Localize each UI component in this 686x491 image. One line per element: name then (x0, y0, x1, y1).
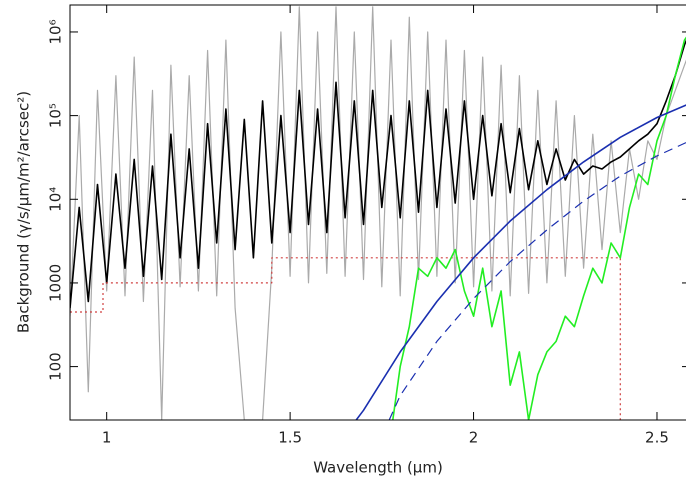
series-line (70, 6, 686, 420)
y-tick-label: 10⁵ (47, 103, 65, 128)
x-tick-label: 1.5 (278, 429, 302, 447)
y-axis-label: Background (γ/s/μm/m²/arcsec²) (15, 91, 33, 333)
y-tick-label: 1000 (47, 264, 65, 302)
series-line (355, 104, 686, 420)
series-line (70, 39, 686, 309)
series-line (70, 257, 621, 420)
y-tick-label: 10⁴ (47, 187, 65, 212)
series-line (392, 36, 686, 420)
x-tick-label: 2 (469, 429, 479, 447)
series-line (388, 141, 686, 420)
y-tick-label: 10⁶ (47, 19, 65, 44)
x-tick-label: 2.5 (645, 429, 669, 447)
x-tick-label: 1 (102, 429, 112, 447)
axes-frame (69, 4, 686, 421)
plot-area (70, 6, 686, 420)
y-tick-label: 100 (47, 352, 65, 381)
x-axis-label: Wavelength (μm) (313, 459, 443, 477)
